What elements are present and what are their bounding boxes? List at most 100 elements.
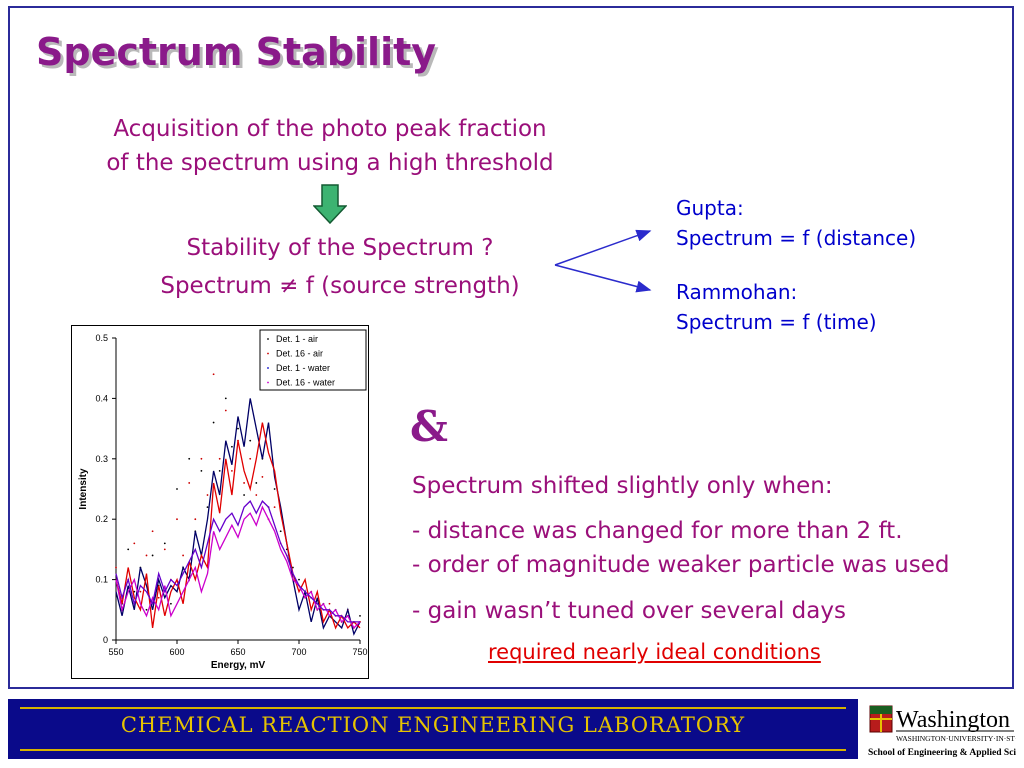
- series-point-0: [133, 590, 136, 593]
- series-point-1: [139, 590, 142, 593]
- series-line-3: [115, 422, 361, 630]
- series-point-0: [273, 488, 276, 490]
- footer-banner: CHEMICAL REACTION ENGINEERING LABORATORY: [8, 699, 858, 759]
- series-point-1: [231, 469, 233, 472]
- legend-box: [259, 329, 367, 391]
- arrow-to-rammohan: [554, 264, 652, 293]
- stability-statement: Spectrum ≠ f (source strength): [160, 273, 520, 299]
- series-point-0: [298, 578, 300, 581]
- down-arrow-icon: [313, 184, 347, 224]
- shift-intro: Spectrum shifted slightly only when:: [412, 473, 833, 499]
- logo-school: School of Engineering & Applied Science: [868, 748, 1016, 758]
- series-line-4: [115, 505, 361, 629]
- series-point-0: [145, 608, 148, 611]
- series-point-0: [359, 614, 361, 617]
- series-point-1: [151, 530, 154, 533]
- series-point-0: [279, 530, 282, 533]
- x-tick-label: 750: [352, 647, 367, 657]
- gupta-block: Gupta: Spectrum = f (distance): [676, 193, 916, 253]
- series-point-1: [273, 506, 276, 509]
- series-point-0: [151, 554, 154, 557]
- series-point-0: [206, 506, 209, 509]
- series-point-1: [163, 548, 166, 551]
- series-point-1: [145, 554, 148, 557]
- rammohan-block: Rammohan: Spectrum = f (time): [676, 277, 877, 337]
- series-point-1: [200, 457, 203, 460]
- x-tick-label: 600: [169, 647, 184, 657]
- series-point-1: [218, 457, 221, 460]
- series-point-1: [182, 554, 184, 557]
- footer-rule-bottom: [20, 749, 846, 751]
- legend-entry: Det. 1 - water: [276, 363, 330, 373]
- lab-name: CHEMICAL REACTION ENGINEERING LABORATORY: [120, 713, 746, 737]
- x-tick-label: 700: [291, 647, 306, 657]
- x-tick-label: 550: [108, 647, 123, 657]
- shift-item-gain: - gain wasn’t tuned over several days: [412, 598, 846, 624]
- gupta-text: Spectrum = f (distance): [676, 226, 917, 250]
- legend-marker: [267, 367, 269, 369]
- footer-rule-top: [20, 707, 846, 709]
- series-point-0: [249, 439, 252, 442]
- series-point-0: [237, 427, 239, 430]
- y-tick-label: 0.1: [95, 575, 108, 585]
- y-tick-label: 0.3: [95, 454, 108, 464]
- shift-item-distance: - distance was changed for more than 2 f…: [412, 518, 903, 544]
- acquisition-text: Acquisition of the photo peak fraction o…: [70, 112, 590, 180]
- spectrum-chart: 0 0.1 0.2 0.3 0.4 0.5 550 600 650 700 750 Energy, m…: [71, 325, 369, 679]
- series-point-1: [133, 542, 136, 545]
- shift-item-particle: - order of magnitude weaker particle was…: [412, 552, 950, 578]
- stability-text: Stability of the Spectrum ? Spectrum ≠ f…: [120, 229, 560, 305]
- series-point-0: [200, 469, 203, 472]
- series-point-1: [157, 596, 160, 599]
- legend-marker: [267, 352, 269, 355]
- series-line-5: [115, 500, 360, 623]
- series-point-1: [206, 494, 209, 496]
- rammohan-text: Spectrum = f (time): [676, 310, 877, 334]
- university-logo: Washington WASHINGTON·UNIVERSITY·IN·ST·L…: [868, 705, 1016, 758]
- series-point-0: [243, 494, 246, 496]
- y-tick-label: 0.2: [95, 514, 108, 524]
- series-point-0: [292, 566, 294, 569]
- ampersand: &: [410, 402, 448, 451]
- series-point-1: [255, 494, 258, 496]
- series-point-0: [255, 482, 258, 484]
- series-point-0: [188, 457, 191, 460]
- series-point-0: [212, 421, 215, 424]
- legend-entry: Det. 16 - water: [276, 378, 335, 388]
- branch-arrows: [554, 229, 652, 293]
- series-point-0: [231, 445, 233, 448]
- conclusion-link[interactable]: required nearly ideal conditions: [488, 640, 821, 664]
- series-point-1: [212, 373, 215, 376]
- logo-university: WASHINGTON·UNIVERSITY·IN·ST·LOUIS: [896, 734, 1016, 743]
- series-point-0: [224, 397, 227, 400]
- y-tick-label: 0: [103, 635, 108, 645]
- legend-marker: [267, 338, 269, 340]
- stability-question: Stability of the Spectrum ?: [186, 235, 494, 261]
- legend-entry: Det. 1 - air: [276, 334, 318, 344]
- slide-title: Spectrum Stability: [36, 30, 437, 74]
- x-tick-label: 650: [230, 647, 245, 657]
- series-point-1: [261, 476, 264, 478]
- series-point-1: [243, 482, 246, 484]
- series-point-1: [176, 518, 178, 521]
- series-point-0: [218, 469, 221, 472]
- legend-marker: [267, 381, 269, 384]
- legend-entry: Det. 16 - air: [276, 349, 323, 359]
- logo-name: Washington: [896, 707, 1010, 733]
- acquisition-line-1: Acquisition of the photo peak fraction: [113, 116, 547, 142]
- series-point-1: [194, 518, 197, 521]
- y-axis-label: Intensity: [78, 468, 89, 510]
- series-point-0: [170, 602, 172, 605]
- gupta-label: Gupta:: [676, 196, 744, 220]
- series-point-1: [249, 457, 252, 460]
- spectrum-chart-svg: 0 0.1 0.2 0.3 0.4 0.5 550 600 650 700 750 Energy, m…: [78, 329, 368, 671]
- acquisition-line-2: of the spectrum using a high threshold: [106, 150, 554, 176]
- series-point-0: [163, 542, 166, 545]
- arrow-to-gupta: [554, 229, 652, 266]
- series-point-0: [127, 548, 130, 551]
- y-tick-label: 0.5: [95, 333, 108, 343]
- y-tick-label: 0.4: [95, 393, 108, 403]
- series-point-1: [188, 482, 191, 484]
- rammohan-label: Rammohan:: [676, 280, 798, 304]
- series-point-1: [115, 566, 117, 569]
